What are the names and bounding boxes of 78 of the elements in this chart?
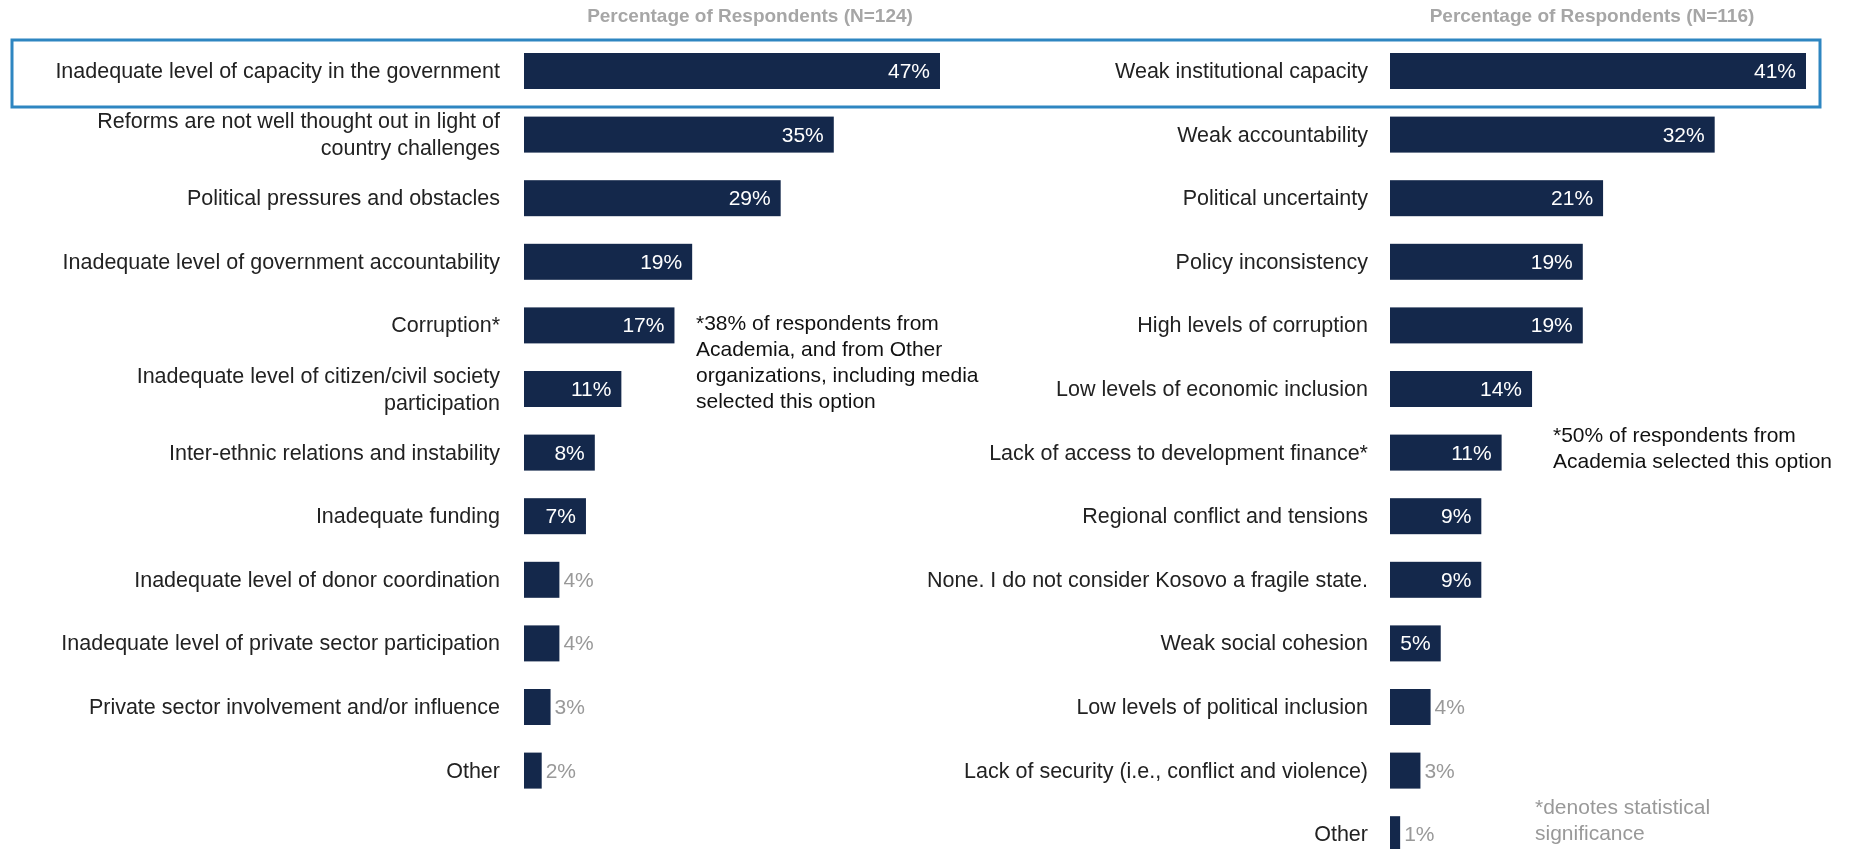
annotation: *denotes statistical significance xyxy=(1535,795,1711,844)
data-label: 14% xyxy=(1480,377,1523,400)
y-tick-label: Political pressures and obstacles xyxy=(186,186,500,211)
bar xyxy=(1390,307,1583,344)
data-label: 17% xyxy=(622,313,665,337)
annotation: *50% of respondents from Academia selected this option xyxy=(1553,423,1832,472)
y-tick-label: Other xyxy=(1314,822,1368,847)
bar xyxy=(524,116,834,153)
y-tick-label: Inadequate level of capacity in the government xyxy=(55,59,501,83)
data-label: 11% xyxy=(1451,440,1492,464)
bar xyxy=(1390,243,1583,280)
bar xyxy=(1390,180,1604,217)
data-label: 9% xyxy=(1440,567,1472,591)
bar xyxy=(524,53,940,89)
chart-title: Percentage of Respondents (N=116) xyxy=(1429,5,1755,26)
y-tick-label: Inadequate level of private sector participation xyxy=(61,631,500,656)
bar xyxy=(524,434,595,471)
data-label: 21% xyxy=(1551,186,1594,210)
bar xyxy=(524,561,560,598)
data-label: 11% xyxy=(570,377,612,400)
bar xyxy=(1390,498,1482,535)
y-tick-label: Inadequate funding xyxy=(315,504,500,529)
data-label: 3% xyxy=(1424,758,1455,782)
y-tick-label: High levels of corruption xyxy=(1137,313,1368,338)
data-label: 1% xyxy=(1404,822,1435,846)
bar xyxy=(524,307,675,344)
data-label: 41% xyxy=(1753,59,1796,82)
bar xyxy=(524,180,781,217)
y-tick-label: Low levels of political inclusion xyxy=(1076,695,1368,719)
y-tick-label: Weak accountability xyxy=(1177,122,1369,147)
data-label: 7% xyxy=(545,504,576,528)
y-tick-label: None. I do not consider Kosovo a fragile state. xyxy=(926,567,1368,592)
data-label: 5% xyxy=(1400,631,1431,655)
bar xyxy=(1390,752,1421,789)
data-label: 29% xyxy=(728,186,771,210)
y-tick-label: Weak social cohesion xyxy=(1160,631,1368,656)
y-tick-label: Political uncertainty xyxy=(1182,186,1369,211)
data-label: 4% xyxy=(1434,695,1465,718)
y-tick-label: Corruption* xyxy=(391,313,501,338)
bar xyxy=(1390,371,1533,407)
y-tick-label: Lack of security (i.e., conflict and violence) xyxy=(964,758,1368,783)
data-label: 19% xyxy=(1530,313,1573,337)
bar xyxy=(524,689,551,725)
y-tick-label: Private sector involvement and/or influence xyxy=(88,695,500,719)
y-tick-label: Regional conflict and tensions xyxy=(1082,504,1368,529)
y-tick-label: Inadequate level of government accountability xyxy=(62,249,501,274)
data-label: 19% xyxy=(1530,249,1573,273)
bar xyxy=(524,498,586,535)
bar xyxy=(524,752,542,789)
data-label: 8% xyxy=(554,440,585,464)
data-label: 32% xyxy=(1662,122,1705,146)
y-tick-label: Reforms are not well thought out in light of country challenges xyxy=(97,109,501,161)
data-label: 4% xyxy=(563,567,594,591)
data-label: 4% xyxy=(563,631,594,655)
bar xyxy=(1390,116,1715,153)
bar xyxy=(524,243,693,280)
data-label: 2% xyxy=(545,758,577,782)
y-tick-label: Inter-ethnic relations and instability xyxy=(168,440,501,465)
data-label: 19% xyxy=(640,249,683,273)
bar xyxy=(1390,53,1806,89)
data-label: 9% xyxy=(1440,504,1472,528)
chart-title: Percentage of Respondents (N=124) xyxy=(587,5,913,26)
bar xyxy=(1390,561,1482,598)
y-tick-label: Inadequate level of citizen/civil society participation xyxy=(136,363,501,415)
y-tick-label: Inadequate level of donor coordination xyxy=(134,567,500,592)
data-label: 47% xyxy=(887,59,930,82)
y-tick-label: Policy inconsistency xyxy=(1175,249,1369,274)
bar xyxy=(524,625,560,662)
y-tick-label: Other xyxy=(446,758,500,783)
annotation: *38% of respondents from Academia, and from Other organizations, including media selected this option xyxy=(696,311,979,412)
bar xyxy=(524,371,622,407)
data-label: 35% xyxy=(781,122,824,146)
y-tick-label: Lack of access to development finance* xyxy=(989,440,1369,465)
bar xyxy=(1390,434,1502,471)
y-tick-label: Low levels of economic inclusion xyxy=(1056,377,1368,401)
data-label: 3% xyxy=(554,695,585,718)
bar xyxy=(1390,689,1431,725)
y-tick-label: Weak institutional capacity xyxy=(1115,59,1369,83)
